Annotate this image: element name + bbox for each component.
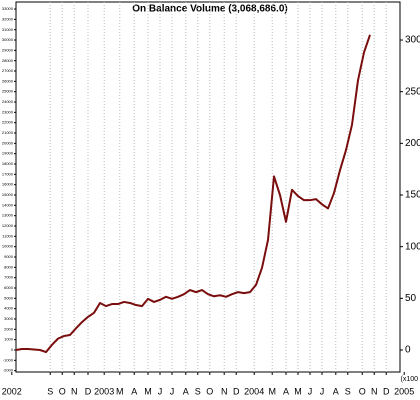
y-tick-label: 21000 (2, 130, 14, 135)
y-tick-label: 5000 (4, 295, 14, 300)
y-tick-label: 13000 (2, 213, 14, 218)
y-tick-label: 18000 (2, 161, 14, 166)
x-tick-label: N (71, 386, 78, 396)
y2-tick-label: 100 (405, 241, 420, 252)
x-tick-label: M (116, 386, 124, 396)
y-tick-label: 28000 (2, 58, 14, 63)
x-tick-label: J (320, 386, 325, 396)
y-tick-label: 23000 (2, 109, 14, 114)
x-tick-label: N (371, 386, 378, 396)
x-tick-label: A (183, 386, 189, 396)
y-tick-label: 6000 (4, 285, 14, 290)
x-tick-label: O (359, 386, 366, 396)
x-tick-label: 2003 (94, 386, 114, 396)
y-tick-label: 29000 (2, 47, 14, 52)
y-tick-label: 32000 (2, 16, 14, 21)
x-tick-label: J (308, 386, 313, 396)
x-tick-label: 2002 (2, 386, 22, 396)
y-tick-label: 3000 (4, 316, 14, 321)
y2-tick-label: 0 (405, 345, 411, 356)
y2-tick-label: 250 (405, 86, 420, 97)
x-tick-label: 2005 (394, 386, 414, 396)
x-tick-label: J (158, 386, 163, 396)
plot-frame (15, 1, 401, 373)
x-tick-label: 2004 (244, 386, 264, 396)
y-tick-label: 19000 (2, 151, 14, 156)
y2-tick-label: 150 (405, 190, 420, 201)
y-tick-label: 2000 (4, 326, 14, 331)
x-tick-label: S (195, 386, 201, 396)
y-tick-label: 7000 (4, 275, 14, 280)
x-tick-label: N (221, 386, 228, 396)
y-tick-label: 0 (11, 347, 14, 352)
y-tick-label: 8000 (4, 264, 14, 269)
x-tick-label: J (170, 386, 175, 396)
x-tick-label: S (47, 386, 53, 396)
x-tick-label: D (85, 386, 92, 396)
y-tick-label: 4000 (4, 306, 14, 311)
x-tick-label: A (131, 386, 137, 396)
x-tick-label: A (283, 386, 289, 396)
x-tick-label: M (294, 386, 302, 396)
y-tick-label: 17000 (2, 171, 14, 176)
x-tick-label: M (144, 386, 152, 396)
y-tick-label: 25000 (2, 89, 14, 94)
y-tick-label: 14000 (2, 202, 14, 207)
chart-title: On Balance Volume (3,068,686.0) (132, 4, 287, 15)
x-tick-label: O (206, 386, 213, 396)
y-tick-label: 9000 (4, 254, 14, 259)
y-tick-label: 22000 (2, 120, 14, 125)
y-tick-label: 15000 (2, 192, 14, 197)
y2-tick-label: 200 (405, 138, 420, 149)
y-tick-label: 24000 (2, 99, 14, 104)
x-tick-label: M (268, 386, 276, 396)
y2-tick-label: 300 (405, 35, 420, 46)
x-tick-label: S (345, 386, 351, 396)
y-tick-label: 26000 (2, 78, 14, 83)
data-line (15, 34, 371, 354)
x-tick-label: A (333, 386, 339, 396)
y-tick-label: -2000 (3, 368, 14, 373)
y-tick-label: 1000 (4, 337, 14, 342)
y-tick-label: -1000 (3, 357, 14, 362)
x-tick-label: D (233, 386, 240, 396)
y-tick-label: 16000 (2, 182, 14, 187)
y-tick-label: 30000 (2, 37, 14, 42)
y-tick-label: 27000 (2, 68, 14, 73)
y-tick-label: 10000 (2, 244, 14, 249)
y2-tick-label: 50 (405, 293, 417, 304)
x-tick-label: D (383, 386, 390, 396)
y-tick-label: 33000 (2, 6, 14, 11)
x-tick-label: O (59, 386, 66, 396)
y-tick-label: 20000 (2, 140, 14, 145)
y-tick-label: 31000 (2, 27, 14, 32)
axis-unit: (x100 (400, 376, 418, 383)
y-tick-label: 11000 (2, 233, 14, 238)
y-tick-label: 12000 (2, 223, 14, 228)
